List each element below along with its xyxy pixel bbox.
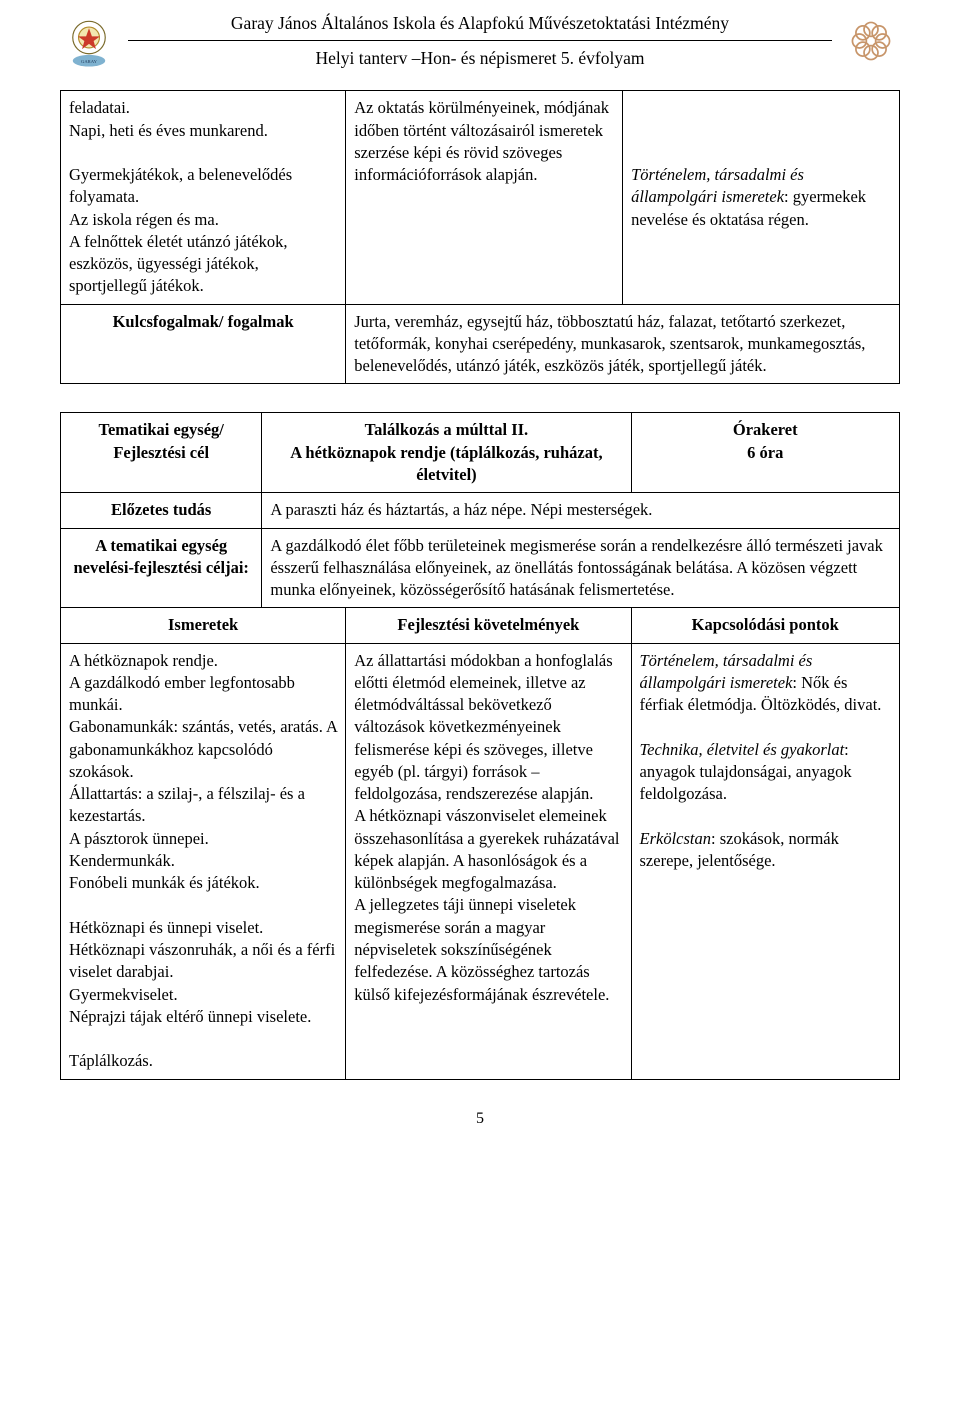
- t2-hdr-c3a: Órakeret: [733, 420, 798, 439]
- school-name: Garay János Általános Iskola és Alapfokú…: [128, 12, 832, 36]
- t1-col3: Történelem, társadalmi és állampolgári i…: [623, 91, 900, 304]
- logo-left: GARAY: [60, 12, 118, 70]
- svg-text:GARAY: GARAY: [81, 60, 98, 65]
- t2-r2-c2: A paraszti ház és háztartás, a ház népe.…: [262, 493, 900, 528]
- table-row: Ismeretek Fejlesztési követelmények Kapc…: [61, 608, 900, 643]
- table-row: A tematikai egység nevelési-fejlesztési …: [61, 528, 900, 608]
- header-center: Garay János Általános Iskola és Alapfokú…: [128, 12, 832, 70]
- table-row: Kulcsfogalmak/ fogalmak Jurta, veremház,…: [61, 304, 900, 384]
- t2-bodyhdr-c1: Ismeretek: [61, 608, 346, 643]
- t1-row2-text: Jurta, veremház, egysejtű ház, többoszta…: [346, 304, 900, 384]
- table-row: Előzetes tudás A paraszti ház és háztart…: [61, 493, 900, 528]
- table-unit-2: Tematikai egység/ Fejlesztési cél Találk…: [60, 412, 900, 1079]
- t2-c3-s1i: Történelem, társadalmi és állampolgári i…: [640, 651, 813, 692]
- t2-hdr-c3b: 6 óra: [747, 443, 783, 462]
- header-rule: [128, 40, 832, 41]
- t2-hdr-c3: Órakeret 6 óra: [631, 413, 900, 493]
- t2-hdr-c1: Tematikai egység/ Fejlesztési cél: [61, 413, 262, 493]
- table-row: feladatai.Napi, heti és éves munkarend. …: [61, 91, 900, 304]
- table-row: Tematikai egység/ Fejlesztési cél Találk…: [61, 413, 900, 493]
- t1-col1: feladatai.Napi, heti és éves munkarend. …: [61, 91, 346, 304]
- t2-c3-s2i: Technika, életvitel és gyakorlat: [640, 740, 845, 759]
- t2-body-c1-p3: Táplálkozás.: [69, 1051, 153, 1070]
- t1-col1-p1: feladatai.Napi, heti és éves munkarend.: [69, 98, 268, 139]
- t2-hdr-c2: Találkozás a múlttal II. A hétköznapok r…: [262, 413, 631, 493]
- page-header: GARAY Garay János Általános Iskola és Al…: [60, 12, 900, 70]
- t2-bodyhdr-c3: Kapcsolódási pontok: [631, 608, 900, 643]
- t2-body-c3: Történelem, társadalmi és állampolgári i…: [631, 643, 900, 1079]
- t2-hdr-c2b: A hétköznapok rendje (táplálkozás, ruház…: [290, 443, 602, 484]
- t1-row2-label: Kulcsfogalmak/ fogalmak: [61, 304, 346, 384]
- t2-body-c1-p1: A hétköznapok rendje.A gazdálkodó ember …: [69, 651, 337, 893]
- t1-col2: Az oktatás körülményeinek, módjának időb…: [346, 91, 623, 304]
- t2-body-c1: A hétköznapok rendje.A gazdálkodó ember …: [61, 643, 346, 1079]
- t2-r2-c1: Előzetes tudás: [61, 493, 262, 528]
- t1-col3-lead: Történelem, társadalmi és állampolgári i…: [631, 165, 804, 206]
- t1-col1-p2: Gyermekjátékok, a belenevelődés folyamat…: [69, 165, 292, 295]
- t2-body-c1-p2: Hétköznapi és ünnepi viselet.Hétköznapi …: [69, 918, 335, 1026]
- page-number: 5: [60, 1108, 900, 1130]
- t2-bodyhdr-c2: Fejlesztési követelmények: [346, 608, 631, 643]
- t2-body-c2: Az állattartási módokban a honfoglalás e…: [346, 643, 631, 1079]
- table-prev-unit-end: feladatai.Napi, heti és éves munkarend. …: [60, 90, 900, 384]
- t2-body-c2-text: Az állattartási módokban a honfoglalás e…: [354, 651, 619, 1004]
- table-row: A hétköznapok rendje.A gazdálkodó ember …: [61, 643, 900, 1079]
- doc-subtitle: Helyi tanterv –Hon- és népismeret 5. évf…: [128, 47, 832, 71]
- t2-hdr-c2a: Találkozás a múlttal II.: [365, 420, 529, 439]
- t2-r3-c2: A gazdálkodó élet főbb területeinek megi…: [262, 528, 900, 608]
- t2-r3-c1: A tematikai egység nevelési-fejlesztési …: [61, 528, 262, 608]
- logo-right: [842, 12, 900, 70]
- t2-c3-s3i: Erkölcstan: [640, 829, 712, 848]
